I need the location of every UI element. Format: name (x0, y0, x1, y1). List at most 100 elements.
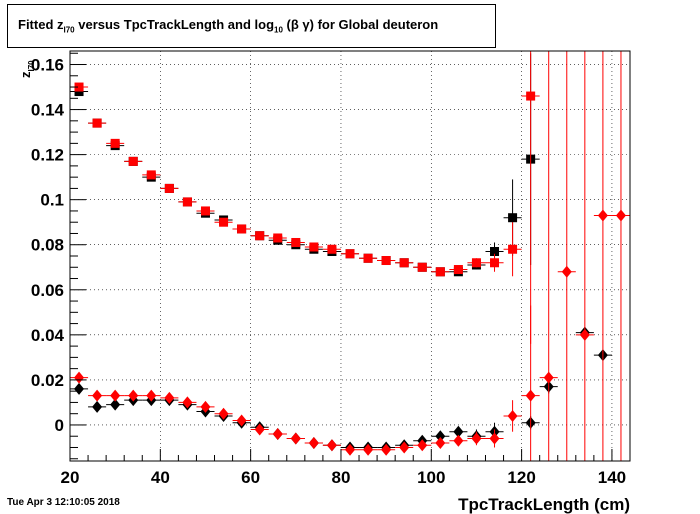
diamond-marker (543, 371, 554, 384)
data-point (268, 427, 287, 440)
diamond-marker (182, 396, 193, 409)
diamond-marker (74, 371, 85, 384)
title-part-3: (β γ) for Global deuteron (282, 17, 439, 32)
data-point (268, 233, 287, 243)
diamond-marker (128, 389, 139, 402)
data-series (70, 51, 630, 461)
diamond-marker (489, 432, 500, 445)
square-marker (74, 87, 84, 97)
data-point (413, 262, 432, 272)
title-subscript-1: I70 (63, 25, 75, 35)
diamond-marker (399, 441, 410, 454)
diamond-marker (525, 389, 536, 402)
diamond-marker (326, 439, 337, 452)
data-point (70, 382, 89, 395)
square-marker (146, 170, 156, 180)
x-tick-label: 60 (241, 468, 260, 487)
data-point (250, 423, 269, 436)
data-point (395, 441, 414, 454)
data-point (70, 87, 89, 97)
axis-ticks (69, 52, 631, 461)
square-marker (345, 249, 355, 259)
data-point (322, 439, 341, 452)
title-part-2: versus TpcTrackLength and log (74, 17, 275, 32)
data-point (503, 222, 522, 277)
grid-lines (69, 51, 630, 461)
chart-title: Fitted zI70 versus TpcTrackLength and lo… (18, 17, 438, 35)
data-point (485, 429, 504, 448)
data-point (286, 432, 305, 445)
data-point (88, 389, 107, 402)
data-point (449, 265, 468, 275)
title-box: Fitted zI70 versus TpcTrackLength and lo… (7, 4, 496, 48)
diamond-marker (345, 443, 355, 456)
diamond-marker (290, 432, 301, 445)
diamond-marker (453, 434, 464, 447)
data-point (214, 407, 233, 420)
data-point (160, 391, 179, 404)
x-tick-label: 20 (61, 468, 80, 487)
diamond-marker (200, 400, 211, 413)
diamond-marker (92, 389, 103, 402)
svg-text:zI70: zI70 (18, 60, 36, 78)
data-point (124, 156, 143, 166)
data-point (196, 206, 215, 216)
y-tick-label: 0.16 (31, 56, 64, 75)
diamond-marker (453, 425, 464, 438)
square-marker (200, 206, 210, 216)
square-marker (182, 197, 192, 207)
x-tick-label: 80 (332, 468, 351, 487)
data-point (449, 425, 468, 438)
diamond-marker (236, 414, 247, 427)
data-point (340, 249, 360, 259)
data-point (503, 400, 522, 432)
square-marker (435, 267, 445, 277)
square-marker (219, 217, 229, 227)
y-axis-title-main: z (18, 71, 33, 78)
data-point (340, 443, 360, 456)
data-point (286, 237, 305, 247)
diamond-marker (615, 209, 626, 222)
square-marker (110, 138, 120, 148)
square-marker (327, 244, 337, 254)
square-marker (508, 244, 518, 254)
diamond-marker (218, 407, 229, 420)
data-point (106, 389, 125, 402)
title-subscript-2: 10 (274, 25, 283, 35)
diamond-marker (74, 382, 85, 395)
y-tick-label: 0.06 (31, 281, 64, 300)
diamond-marker (597, 209, 608, 222)
y-tick-label: 0.08 (31, 236, 64, 255)
data-point (160, 183, 179, 193)
diamond-marker (146, 389, 157, 402)
x-tick-label: 40 (151, 468, 170, 487)
data-point (521, 305, 540, 461)
data-point (106, 398, 125, 411)
x-tick-label: 140 (598, 468, 626, 487)
tick-labels: 20 40 60 80 100 120 140 0 0.02 0.04 0.06 0.08 0.1 0.1… (31, 56, 626, 487)
square-marker (508, 213, 518, 223)
data-point (304, 436, 323, 449)
data-point (196, 400, 215, 413)
square-marker (490, 246, 500, 256)
square-marker (471, 258, 481, 268)
diamond-marker (164, 391, 175, 404)
diamond-marker (471, 432, 482, 445)
diamond-marker (272, 427, 283, 440)
diamond-marker (110, 398, 121, 411)
x-axis-title: TpcTrackLength (cm) (458, 495, 630, 514)
data-point (322, 244, 341, 254)
square-marker (526, 91, 536, 101)
data-point (214, 217, 233, 227)
title-part-1: Fitted z (18, 17, 64, 32)
data-point (88, 400, 107, 413)
data-point (359, 443, 378, 456)
data-point (304, 242, 323, 252)
square-marker (381, 256, 391, 266)
data-point (377, 443, 396, 456)
data-point (557, 51, 576, 461)
timestamp: Tue Apr 3 12:10:05 2018 (7, 497, 120, 508)
data-point (485, 253, 504, 272)
diamond-marker (110, 389, 121, 402)
